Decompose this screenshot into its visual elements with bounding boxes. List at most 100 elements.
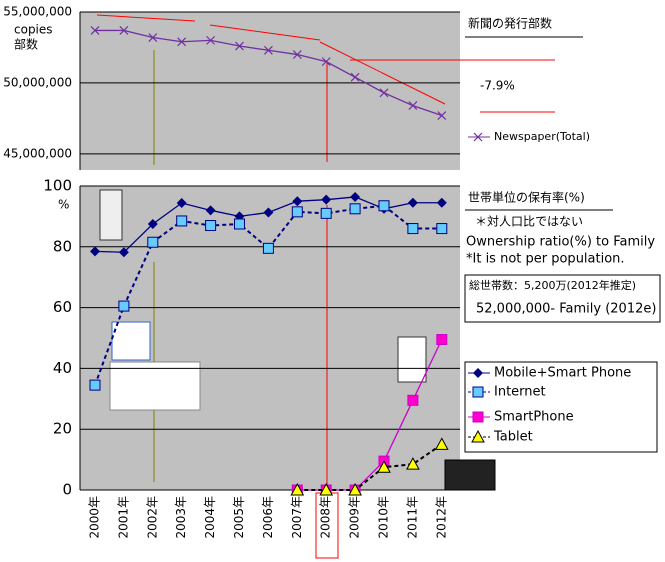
- note: 52,000,000- Family (2012e): [476, 302, 656, 317]
- marker: [262, 242, 274, 254]
- marker: [350, 72, 360, 82]
- note: Ownership ratio(%) to Family: [466, 235, 655, 250]
- y-tick-label: 60: [53, 298, 72, 316]
- y-tick-label: 45,000,000: [3, 146, 72, 160]
- legend-label: Internet: [494, 385, 546, 400]
- y-tick-label: 0: [62, 481, 72, 499]
- marker: [349, 203, 361, 215]
- marker: [320, 207, 332, 219]
- decorations: [96, 14, 661, 559]
- y-tick-label: 40: [53, 359, 72, 377]
- smartphone-icon: [397, 336, 427, 383]
- marker: [176, 198, 187, 209]
- marker: [147, 236, 159, 248]
- note: ＊対人口比ではない: [475, 215, 583, 229]
- note: 総世帯数：5,200万(2012年推定): [469, 278, 636, 292]
- note-box: [464, 274, 661, 323]
- marker: [90, 26, 100, 35]
- plot-bg-top: [80, 12, 460, 170]
- marker: [350, 191, 361, 202]
- marker: [118, 300, 130, 312]
- ie-icon: [111, 321, 151, 361]
- unit: %: [58, 198, 69, 212]
- marker: [290, 482, 305, 496]
- marker: [407, 394, 419, 406]
- x-tick-label: 2008年: [319, 496, 333, 539]
- x-tick-label: 2005年: [232, 496, 246, 539]
- legend-label: Mobile+Smart Phone: [494, 366, 631, 381]
- marker: [119, 26, 129, 35]
- marker: [234, 218, 245, 230]
- x-tick-label: 2006年: [261, 496, 275, 539]
- legend-marker: [472, 386, 484, 398]
- marker: [321, 194, 332, 205]
- legend-marker: [472, 411, 484, 423]
- legend-label: Tablet: [493, 430, 533, 445]
- marker: [406, 457, 420, 470]
- marker: [292, 196, 303, 207]
- legend-box: [464, 361, 658, 453]
- trend: [96, 14, 196, 22]
- marker: [378, 200, 390, 212]
- marker: [205, 220, 217, 232]
- title-top: 新聞の発行部数: [468, 16, 552, 31]
- y-label: 部数: [14, 37, 38, 52]
- title-bottom: 世帯単位の保有率(%): [468, 190, 585, 205]
- x-tick-label: 2009年: [348, 496, 362, 539]
- x-tick-label: 2011年: [405, 496, 419, 539]
- note: *It is not per population.: [466, 252, 625, 267]
- legend-marker: [473, 132, 483, 142]
- marker: [90, 246, 100, 257]
- marker: [436, 334, 448, 346]
- legend-label: SmartPhone: [494, 410, 574, 425]
- marker: [263, 45, 273, 55]
- x-tick-label: 2007年: [290, 496, 304, 539]
- marker: [292, 50, 302, 59]
- marker: [348, 482, 362, 496]
- marker: [89, 379, 101, 391]
- marker: [321, 57, 331, 67]
- phone-icon: [99, 189, 123, 241]
- y-tick-label: 55,000,000: [3, 5, 72, 19]
- x-tick-label: 2012年: [434, 496, 448, 539]
- pc-icon: [109, 361, 201, 411]
- legend-label: Newspaper(Total): [494, 130, 590, 143]
- y-label: copies: [14, 23, 53, 37]
- marker: [379, 88, 389, 98]
- legend-marker: [471, 429, 485, 443]
- legend-marker: [473, 368, 483, 378]
- marker: [434, 437, 449, 450]
- marker: [118, 247, 129, 258]
- marker: [176, 215, 188, 227]
- marker: [206, 35, 216, 45]
- marker: [291, 206, 303, 218]
- y-tick-label: 100: [43, 177, 72, 195]
- x-tick-label: 2001年: [116, 496, 130, 539]
- marker: [408, 101, 418, 111]
- marker: [319, 482, 334, 496]
- annotation: -7.9%: [480, 79, 515, 93]
- marker: [263, 207, 274, 218]
- marker: [407, 197, 418, 208]
- x-tick-label: 2003年: [174, 496, 188, 539]
- marker: [235, 41, 244, 51]
- marker: [436, 197, 447, 208]
- x-tick-label: 2000年: [88, 496, 102, 539]
- series-line: [297, 443, 443, 491]
- marker: [148, 33, 158, 42]
- x-tick-label: 2010年: [377, 496, 391, 539]
- marker: [437, 111, 447, 120]
- marker: [147, 219, 158, 229]
- marker: [177, 37, 187, 47]
- tablet-icon: [444, 459, 496, 491]
- marker: [407, 223, 419, 235]
- x-tick-label: 2002年: [145, 496, 159, 539]
- y-tick-label: 50,000,000: [3, 75, 72, 89]
- marker: [205, 205, 216, 216]
- y-tick-label: 80: [53, 237, 72, 255]
- trend: [209, 24, 321, 41]
- marker: [436, 223, 448, 235]
- marker: [377, 460, 391, 473]
